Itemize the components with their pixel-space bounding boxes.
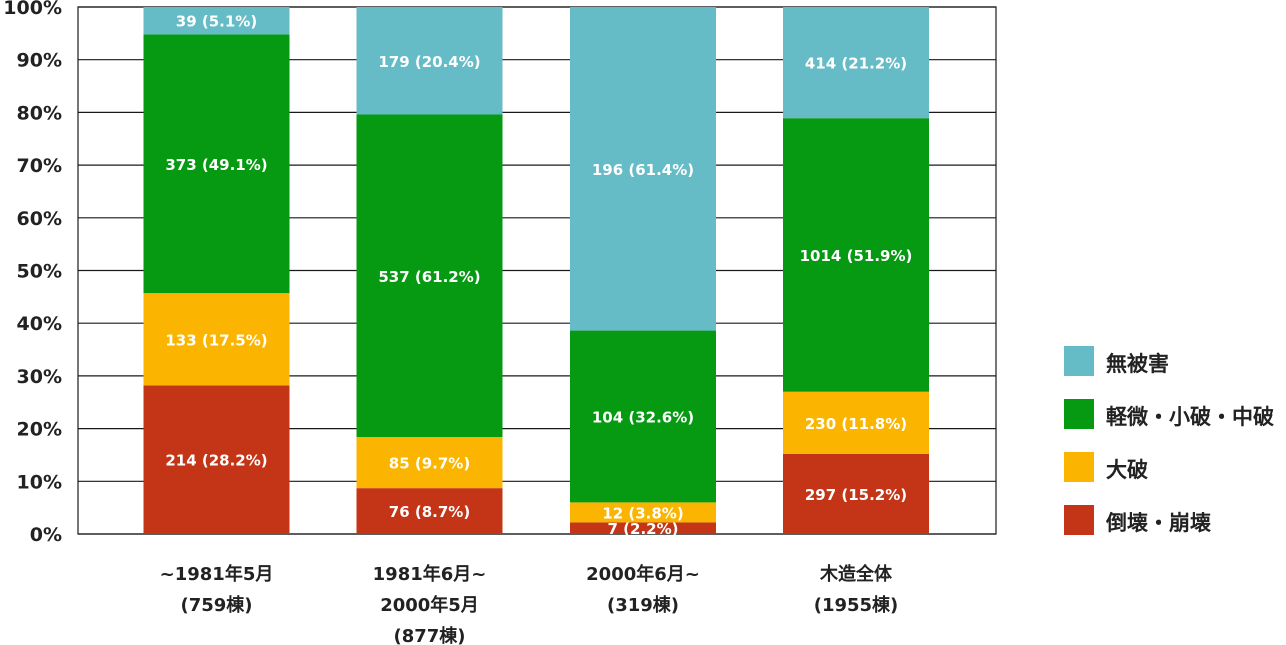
y-tick-label: 0%	[30, 524, 62, 546]
y-tick-label: 20%	[17, 419, 62, 441]
bar-segment	[783, 391, 929, 454]
legend-label: 倒壊・崩壊	[1106, 511, 1211, 535]
bar-segment	[783, 453, 929, 534]
x-category-label: 2000年6月~	[586, 563, 700, 585]
y-tick-label: 50%	[17, 261, 62, 283]
legend-label: 大破	[1106, 458, 1148, 482]
bar-segment	[143, 7, 290, 35]
bar-segment	[356, 488, 503, 534]
data-label: 196 (61.4%)	[592, 161, 694, 179]
legend-swatch	[1064, 505, 1094, 535]
x-category-label: (319棟)	[607, 594, 679, 616]
legend-label: 軽微・小破・中破	[1106, 405, 1274, 429]
legend-swatch	[1064, 346, 1094, 376]
data-label: 12 (3.8%)	[602, 504, 683, 522]
bar-segment	[570, 502, 716, 523]
data-label: 104 (32.6%)	[592, 408, 694, 426]
data-label: 373 (49.1%)	[165, 156, 267, 174]
data-label: 297 (15.2%)	[805, 486, 907, 504]
y-tick-label: 40%	[17, 313, 62, 335]
x-category-label: ~1981年5月	[160, 563, 274, 585]
bar-segment	[143, 385, 290, 534]
data-label: 7 (2.2%)	[608, 520, 679, 538]
data-label: 414 (21.2%)	[805, 55, 907, 73]
y-tick-label: 100%	[3, 0, 62, 19]
x-category-label: (1955棟)	[814, 594, 899, 616]
bar-segment	[356, 437, 503, 489]
legend-swatch	[1064, 452, 1094, 482]
y-tick-label: 10%	[17, 471, 62, 493]
bar-segment	[143, 293, 290, 386]
data-label: 230 (11.8%)	[805, 415, 907, 433]
x-category-label: (759棟)	[180, 594, 252, 616]
legend-swatch	[1064, 399, 1094, 429]
bar-segment	[356, 114, 503, 438]
data-label: 85 (9.7%)	[389, 455, 470, 473]
plot-frame	[77, 6, 997, 535]
bar-segment	[570, 522, 716, 534]
y-tick-label: 70%	[17, 155, 62, 177]
data-label: 214 (28.2%)	[165, 452, 267, 470]
y-tick-label: 60%	[17, 208, 62, 230]
data-label: 39 (5.1%)	[176, 13, 257, 31]
bar-segment	[143, 34, 290, 294]
y-tick-label: 30%	[17, 366, 62, 388]
x-category-label: (877棟)	[393, 625, 465, 645]
bar-segment	[783, 118, 929, 392]
data-label: 1014 (51.9%)	[800, 247, 913, 265]
data-label: 537 (61.2%)	[378, 268, 480, 286]
bar-segment	[570, 330, 716, 503]
data-label: 179 (20.4%)	[378, 53, 480, 71]
x-category-label: 1981年6月~	[373, 563, 487, 585]
y-tick-label: 80%	[17, 102, 62, 124]
x-category-label: 2000年5月	[380, 594, 479, 616]
data-label: 76 (8.7%)	[389, 503, 470, 521]
y-tick-label: 90%	[17, 50, 62, 72]
bar-segment	[783, 7, 929, 119]
legend-label: 無被害	[1106, 352, 1169, 376]
x-category-label: 木造全体	[819, 563, 893, 585]
bar-segment	[356, 7, 503, 115]
data-label: 133 (17.5%)	[165, 331, 267, 349]
bar-segment	[570, 7, 716, 331]
